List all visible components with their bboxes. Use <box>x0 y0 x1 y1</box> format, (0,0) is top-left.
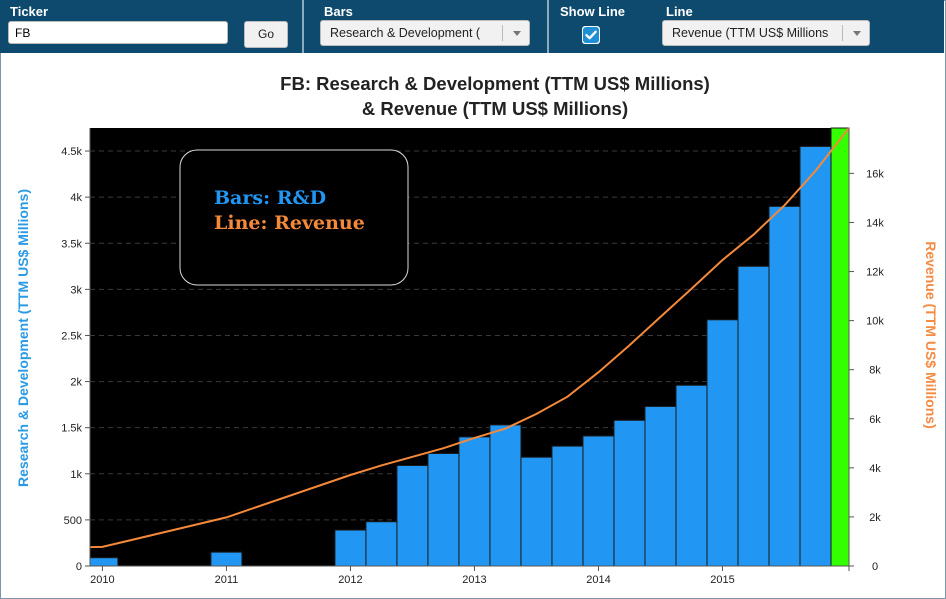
y-tick-label: 1k <box>70 469 82 481</box>
bar <box>706 319 739 567</box>
line-series <box>89 127 850 549</box>
bars-select-value: Research & Development ( <box>330 26 481 40</box>
bars-select[interactable]: Research & Development ( <box>320 20 530 46</box>
bar <box>89 557 119 567</box>
y-axis-label: Research & Development (TTM US$ Millions… <box>15 189 31 487</box>
bar <box>210 551 243 567</box>
bar <box>613 419 646 567</box>
chevron-down-icon <box>853 31 861 36</box>
y-tick-label: 2k <box>70 377 82 389</box>
y2-tick-label: 10k <box>866 316 884 328</box>
revenue-line <box>89 127 850 549</box>
y-tick-label: 3.5k <box>61 238 82 250</box>
y-tick-label: 3k <box>70 284 82 296</box>
chart: FB: Research & Development (TTM US$ Mill… <box>15 73 939 586</box>
x-tick-label: 2015 <box>710 574 734 586</box>
y2-tick-label: 14k <box>866 217 884 229</box>
chevron-down-icon <box>513 31 521 36</box>
select-divider <box>842 25 843 41</box>
y-tick-label: 2.5k <box>61 330 82 342</box>
y-tick-label: 4k <box>70 192 82 204</box>
bar <box>396 464 429 567</box>
bar <box>644 405 677 567</box>
chart-subtitle: & Revenue (TTM US$ Millions) <box>362 98 628 119</box>
legend-bars-text: Bars: R&D <box>214 187 326 209</box>
ticker-input[interactable] <box>8 21 228 44</box>
y2-tick-label: 12k <box>866 267 884 279</box>
bars-label: Bars <box>324 4 353 19</box>
bar <box>458 436 491 567</box>
latest-bar <box>830 127 850 567</box>
bar <box>427 453 460 567</box>
x-tick-label: 2011 <box>215 574 239 586</box>
bar <box>365 521 398 567</box>
y2-tick-label: 0 <box>872 561 878 573</box>
bar <box>520 456 553 567</box>
y2-tick-label: 8k <box>869 365 881 377</box>
bar <box>334 529 367 567</box>
line-select-value: Revenue (TTM US$ Millions <box>672 26 829 40</box>
bar <box>799 145 832 567</box>
bar <box>768 205 801 567</box>
bar <box>551 445 584 567</box>
line-label: Line <box>666 4 693 19</box>
x-tick-label: 2010 <box>90 574 114 586</box>
y2-tick-label: 6k <box>869 414 881 426</box>
ticker-label: Ticker <box>10 4 49 19</box>
y2-axis-ticks: 0 2k 4k 6k 8k 10k 12k 14k 16k <box>849 168 884 573</box>
line-select[interactable]: Revenue (TTM US$ Millions <box>662 20 870 46</box>
x-tick-label: 2014 <box>586 574 610 586</box>
show-line-checkbox[interactable] <box>582 26 600 44</box>
chart-title: FB: Research & Development (TTM US$ Mill… <box>280 73 710 94</box>
y-tick-label: 500 <box>64 515 82 527</box>
legend-box: Bars: R&D Line: Revenue <box>179 149 409 286</box>
y-axis-ticks: 0 500 1k 1.5k 2k 2.5k 3k 3.5k 4k 4.5k <box>61 146 90 573</box>
bar <box>737 265 770 567</box>
legend-line-text: Line: Revenue <box>214 212 365 234</box>
bar <box>582 435 615 567</box>
y2-tick-label: 16k <box>866 168 884 180</box>
show-line-label: Show Line <box>560 4 625 19</box>
x-tick-label: 2013 <box>462 574 486 586</box>
go-button[interactable]: Go <box>244 21 288 48</box>
y-tick-label: 1.5k <box>61 423 82 435</box>
toolbar-divider <box>302 0 304 53</box>
y-tick-label: 0 <box>76 561 82 573</box>
toolbar-divider <box>547 0 549 53</box>
x-tick-label: 2012 <box>338 574 362 586</box>
checkmark-icon <box>583 27 599 43</box>
y-tick-label: 4.5k <box>61 146 82 158</box>
y2-axis-label: Revenue (TTM US$ Millions) <box>923 241 939 428</box>
bar <box>675 384 708 567</box>
legend-frame <box>179 149 409 286</box>
bar <box>489 424 522 567</box>
y2-tick-label: 2k <box>869 512 881 524</box>
y2-tick-label: 4k <box>869 463 881 475</box>
select-divider <box>502 25 503 41</box>
x-axis-ticks: 2010 2011 2012 2013 2014 2015 <box>90 566 850 586</box>
bars <box>89 127 850 567</box>
toolbar: Ticker Go Bars Research & Development ( … <box>0 0 944 53</box>
